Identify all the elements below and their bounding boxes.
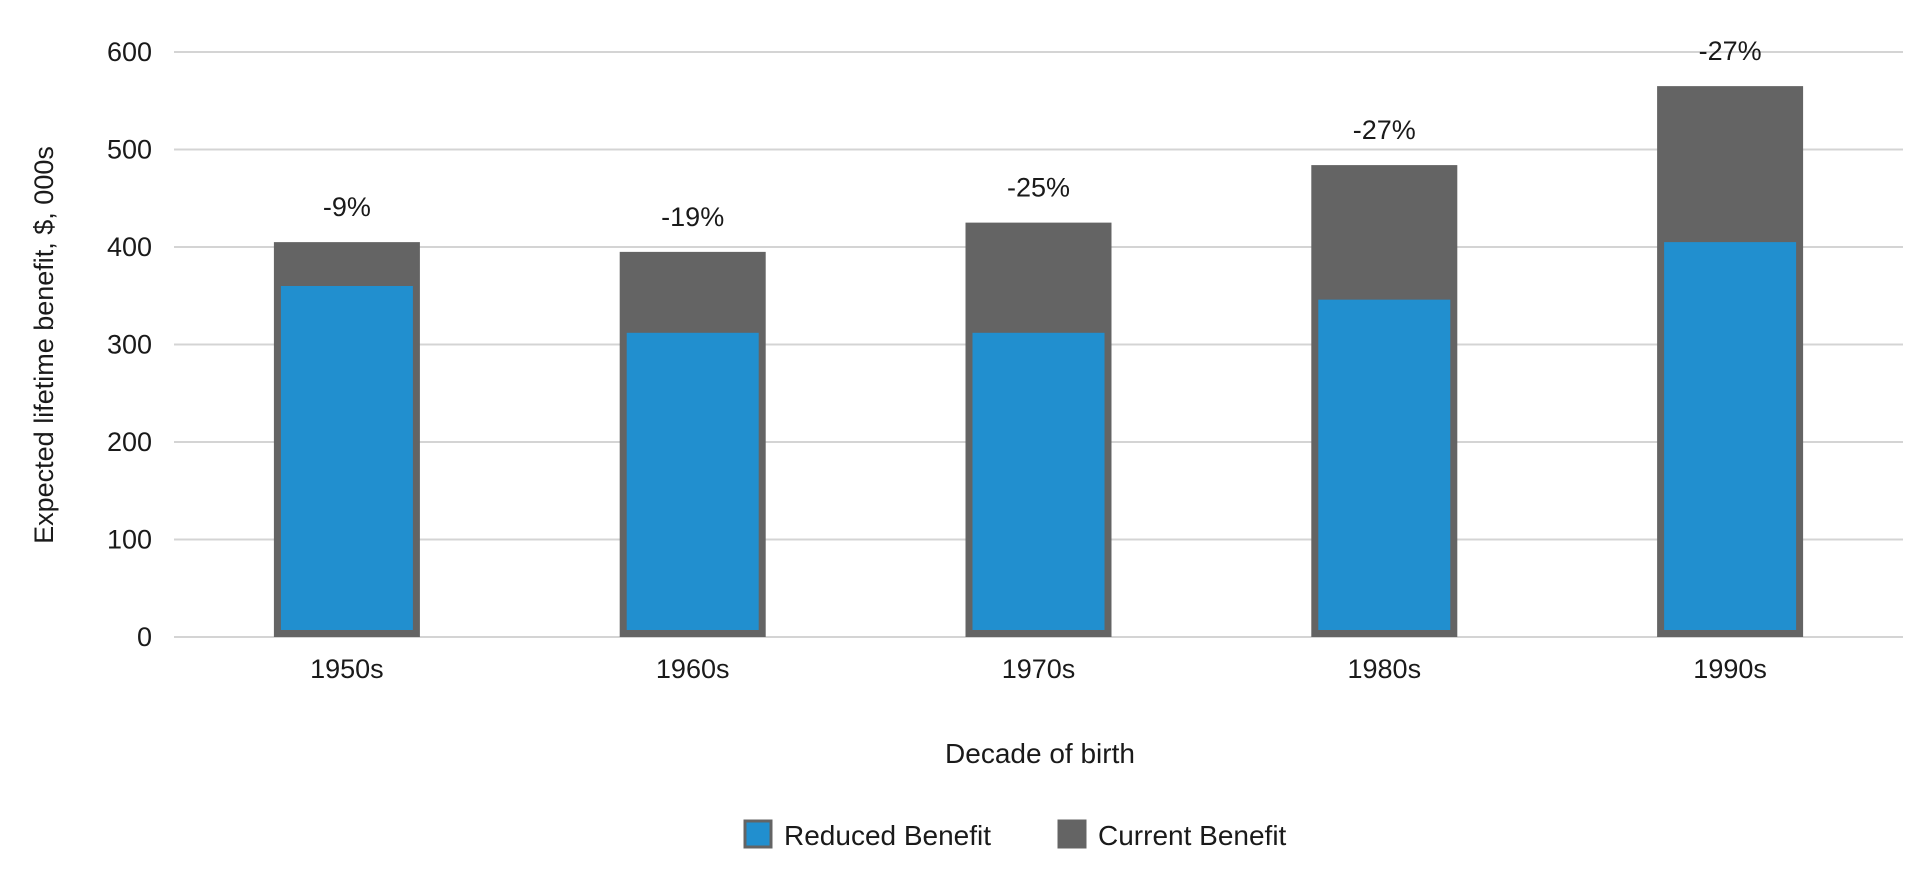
y-tick-label: 200 (107, 427, 152, 457)
y-tick-label: 500 (107, 135, 152, 165)
x-tick-label: 1990s (1693, 654, 1767, 684)
x-tick-label: 1980s (1348, 654, 1422, 684)
x-tick-label: 1960s (656, 654, 730, 684)
y-tick-label: 600 (107, 37, 152, 67)
data-label: -19% (661, 202, 724, 232)
data-label: -9% (323, 192, 371, 222)
bar-reduced-benefit (626, 332, 759, 630)
bar-reduced-benefit (280, 286, 413, 630)
y-axis-title: Expected lifetime benefit, $, 000s (29, 146, 59, 544)
legend-swatch (1057, 819, 1087, 849)
bar-reduced-benefit (1318, 299, 1451, 630)
legend-label: Reduced Benefit (784, 820, 991, 851)
y-tick-label: 400 (107, 232, 152, 262)
bar-reduced-benefit (972, 332, 1105, 630)
data-label: -25% (1007, 173, 1070, 203)
legend-swatch (743, 819, 773, 849)
x-tick-label: 1950s (310, 654, 384, 684)
y-tick-label: 300 (107, 330, 152, 360)
y-tick-label: 0 (137, 622, 152, 652)
bar-reduced-benefit (1664, 242, 1797, 630)
x-axis-title: Decade of birth (945, 738, 1135, 769)
legend: Reduced Benefit Current Benefit (743, 819, 1287, 851)
data-label: -27% (1699, 36, 1762, 66)
data-label: -27% (1353, 115, 1416, 145)
x-tick-labels: 1950s 1960s 1970s 1980s 1990s (310, 654, 1767, 684)
x-tick-label: 1970s (1002, 654, 1076, 684)
legend-label: Current Benefit (1098, 820, 1287, 851)
y-tick-labels: 0 100 200 300 400 500 600 (107, 37, 152, 652)
bars: -9% -19% -25% -27% -27% (273, 36, 1804, 637)
y-tick-label: 100 (107, 525, 152, 555)
